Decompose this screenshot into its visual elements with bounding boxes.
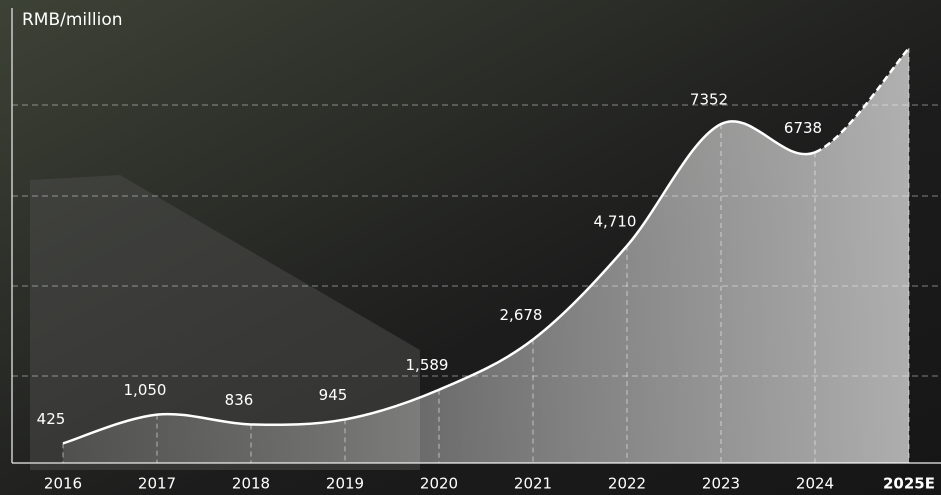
x-tick-label: 2016 xyxy=(44,475,82,493)
line-estimate xyxy=(814,47,910,154)
x-tick-label: 2017 xyxy=(138,475,176,493)
value-label: 425 xyxy=(37,410,66,428)
value-label: 1,050 xyxy=(124,381,167,399)
x-tick-label: 2022 xyxy=(608,475,646,493)
x-tick-label: 2019 xyxy=(326,475,364,493)
x-tick-label: 2024 xyxy=(796,475,834,493)
value-label: 836 xyxy=(225,391,254,409)
value-label: 6738 xyxy=(784,119,822,137)
value-label: 7352 xyxy=(690,91,728,109)
value-label: 945 xyxy=(319,386,348,404)
x-tick-label: 2021 xyxy=(514,475,552,493)
value-label: 1,589 xyxy=(406,356,449,374)
x-tick-label: 2023 xyxy=(702,475,740,493)
value-label: 4,710 xyxy=(594,212,637,230)
area xyxy=(63,48,909,463)
line xyxy=(62,120,816,445)
x-tick-label: 2020 xyxy=(420,475,458,493)
x-tick-label: 2018 xyxy=(232,475,270,493)
value-label: 2,678 xyxy=(500,306,543,324)
x-tick-label: 2025E xyxy=(883,475,935,493)
background-building xyxy=(30,175,420,470)
y-axis-label: RMB/million xyxy=(22,10,123,30)
